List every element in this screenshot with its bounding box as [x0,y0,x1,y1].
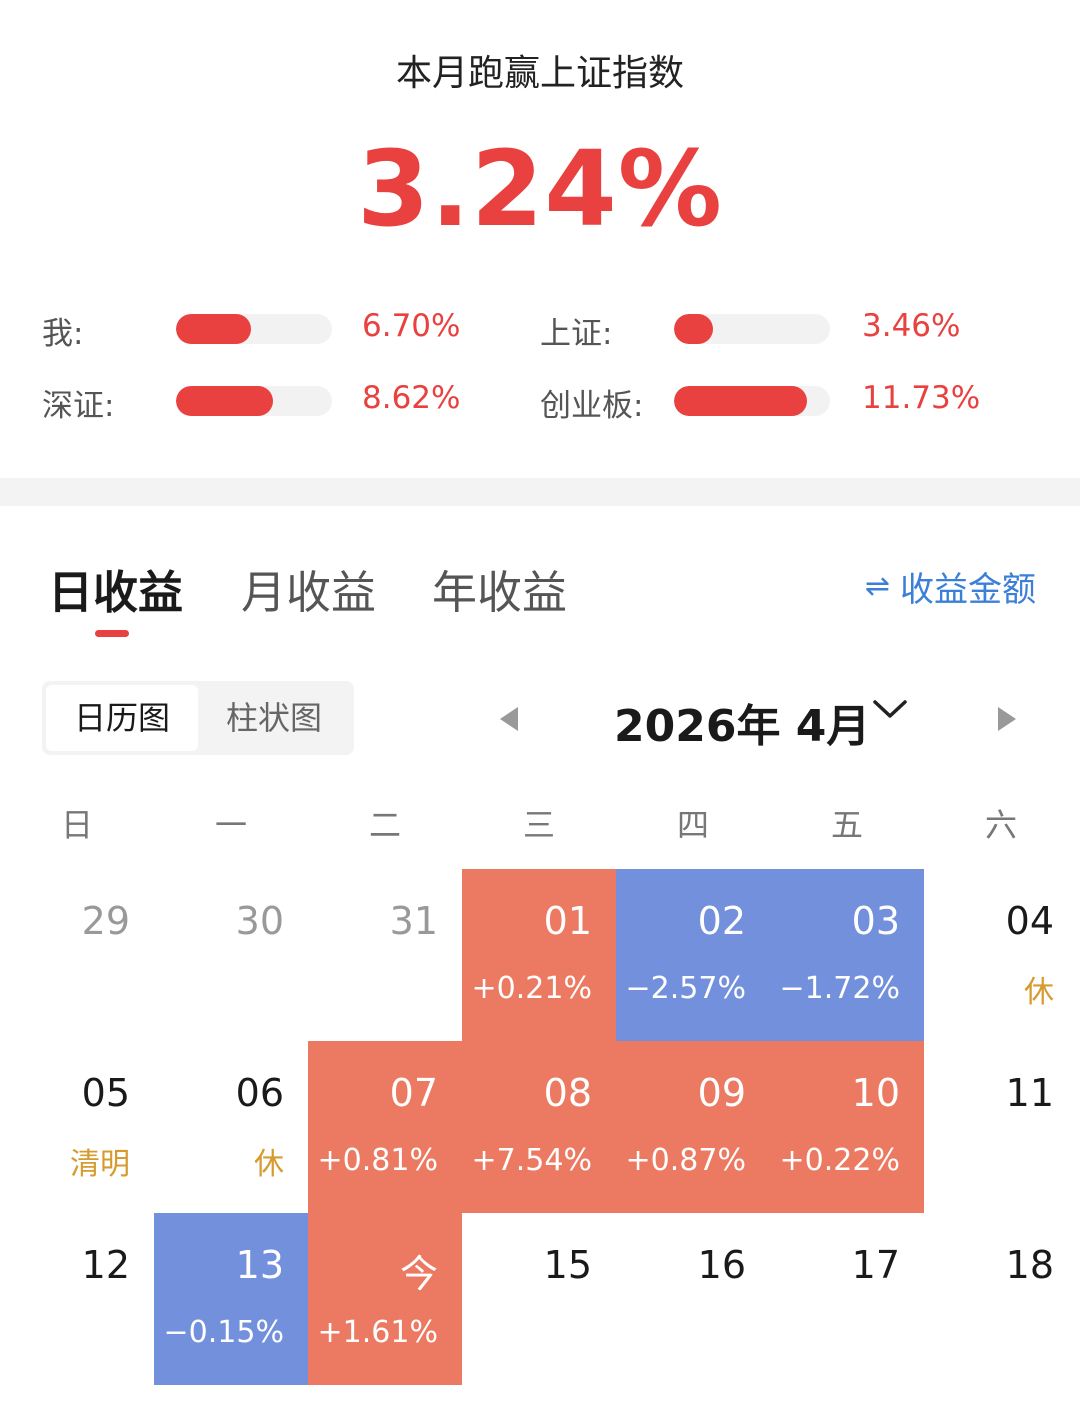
prev-month-button[interactable] [500,707,518,731]
calendar-day-cell[interactable]: 30 [154,869,308,1041]
compare-label: 我: [42,316,84,352]
day-number: 07 [389,1071,438,1115]
weekday-label: 六 [984,806,1017,844]
calendar-day-cell[interactable]: 04 休 [924,869,1078,1041]
outperform-value: 3.24% [357,128,723,250]
compare-label: 上证: [540,316,613,352]
compare-bar-fill [674,386,807,416]
calendar-day-cell[interactable]: 07 +0.81% [308,1041,462,1213]
compare-value: 3.46% [862,308,961,344]
tab-yearly-return[interactable]: 年收益 [432,566,568,619]
calendar-day-cell[interactable]: 13 −0.15% [154,1213,308,1385]
weekday-label: 四 [676,806,709,844]
day-number: 今 [399,1252,438,1296]
day-number: 02 [697,899,746,943]
calendar-day-cell[interactable]: 31 [308,869,462,1041]
compare-row-chinext: 创业板: 11.73% [540,372,1020,432]
weekday-label: 日 [60,806,93,844]
view-option-bar-chart[interactable]: 柱状图 [225,699,322,737]
daily-change: +0.21% [471,971,592,1006]
chevron-down-icon[interactable] [870,690,910,730]
compare-bar-track [674,314,830,344]
compare-value: 11.73% [862,380,981,416]
calendar-day-cell[interactable]: 05 清明 [0,1041,154,1213]
compare-row-me: 我: 6.70% [42,300,502,360]
daily-change: −0.15% [163,1315,284,1350]
view-option-calendar[interactable]: 日历图 [46,685,198,751]
calendar-day-cell[interactable]: 03 −1.72% [770,869,924,1041]
day-number: 16 [697,1243,746,1287]
day-number: 12 [81,1243,130,1287]
day-number: 15 [543,1243,592,1287]
day-number: 17 [851,1243,900,1287]
day-number: 18 [1005,1243,1054,1287]
daily-change: +0.22% [779,1143,900,1178]
summary-section: 本月跑赢上证指数 3.24% 我: 6.70% 上证: 3.46% 深证: 8.… [0,0,1080,478]
summary-title: 本月跑赢上证指数 [395,53,684,94]
day-number: 01 [543,899,592,943]
day-number: 29 [81,899,130,943]
weekday-label: 五 [830,806,863,844]
day-number: 10 [851,1071,900,1115]
weekday-label: 二 [368,806,401,844]
tab-monthly-return[interactable]: 月收益 [241,566,377,619]
calendar-day-cell[interactable]: 02 −2.57% [616,869,770,1041]
daily-change: +0.87% [625,1143,746,1178]
day-number: 06 [235,1071,284,1115]
compare-bar-track [674,386,830,416]
day-number: 05 [81,1071,130,1115]
weekday-label: 三 [522,806,555,844]
daily-change: −1.72% [779,971,900,1006]
day-number: 31 [389,899,438,943]
swap-arrows-icon: ⇌ [864,569,890,604]
compare-bar-fill [176,386,273,416]
compare-bar-fill [176,314,251,344]
holiday-note: 休 [1024,975,1054,1010]
calendar-day-cell[interactable]: 15 [462,1213,616,1385]
next-month-button[interactable] [998,707,1016,731]
calendar-day-cell[interactable]: 16 [616,1213,770,1385]
calendar-day-cell[interactable]: 今 +1.61% [308,1213,462,1385]
day-number: 11 [1005,1071,1054,1115]
compare-bar-track [176,314,332,344]
calendar-day-cell[interactable]: 09 +0.87% [616,1041,770,1213]
compare-bar-fill [674,314,713,344]
day-number: 08 [543,1071,592,1115]
daily-change: +7.54% [471,1143,592,1178]
daily-change: +1.61% [317,1315,438,1350]
compare-row-shanghai: 上证: 3.46% [540,300,1020,360]
day-number: 13 [235,1243,284,1287]
compare-bar-track [176,386,332,416]
calendar-day-cell[interactable]: 17 [770,1213,924,1385]
compare-value: 8.62% [362,380,461,416]
calendar-day-cell[interactable]: 12 [0,1213,154,1385]
calendar-day-cell[interactable]: 29 [0,869,154,1041]
compare-label: 创业板: [540,388,644,424]
calendar-day-cell[interactable]: 06 休 [154,1041,308,1213]
compare-row-shenzhen: 深证: 8.62% [42,372,502,432]
view-toggle: 日历图 柱状图 [42,681,354,755]
calendar-day-cell[interactable]: 10 +0.22% [770,1041,924,1213]
holiday-note: 休 [254,1147,284,1182]
compare-label: 深证: [42,388,115,424]
switch-label: 收益金额 [900,570,1036,610]
calendar-day-cell[interactable]: 11 [924,1041,1078,1213]
day-number: 09 [697,1071,746,1115]
compare-value: 6.70% [362,308,461,344]
section-divider [0,478,1080,506]
active-tab-indicator [95,630,129,637]
calendar-day-cell[interactable]: 18 [924,1213,1078,1385]
day-number: 04 [1005,899,1054,943]
switch-to-amount-button[interactable]: ⇌ 收益金额 [865,562,1036,611]
daily-change: +0.81% [317,1143,438,1178]
tab-daily-return[interactable]: 日收益 [48,566,184,619]
calendar-day-cell[interactable]: 08 +7.54% [462,1041,616,1213]
month-title[interactable]: 2026年 4月 [614,701,871,752]
holiday-note: 清明 [70,1147,130,1182]
day-number: 03 [851,899,900,943]
daily-change: −2.57% [625,971,746,1006]
day-number: 30 [235,899,284,943]
weekday-label: 一 [214,806,247,844]
calendar-day-cell[interactable]: 01 +0.21% [462,869,616,1041]
